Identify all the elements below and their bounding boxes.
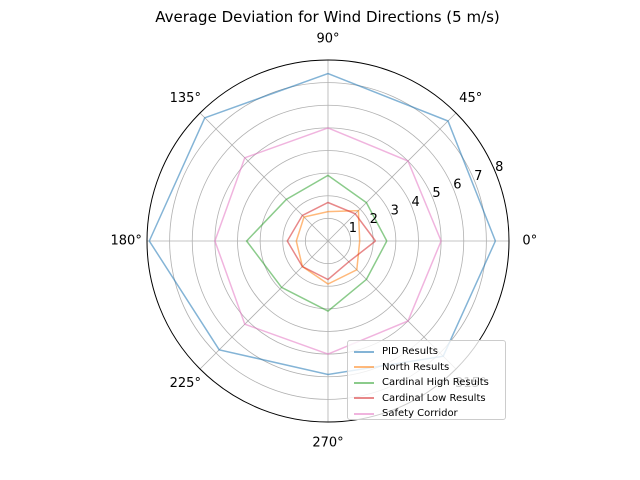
legend-swatch (354, 350, 374, 353)
series-line (148, 72, 497, 376)
series-lines (148, 72, 497, 376)
legend-item: North Results (354, 360, 499, 376)
legend-swatch (354, 381, 374, 384)
legend-label: Cardinal High Results (382, 377, 489, 389)
series-line (286, 201, 377, 281)
legend-swatch (354, 397, 374, 400)
legend-label: North Results (382, 361, 450, 373)
r-tick-label: 5 (432, 186, 440, 201)
legend-item: Cardinal High Results (354, 375, 499, 391)
theta-tick-label: 270° (312, 435, 343, 450)
r-tick-label: 4 (411, 195, 419, 210)
theta-tick-label: 225° (170, 376, 201, 391)
series-line (214, 127, 442, 355)
r-tick-label: 6 (453, 178, 461, 193)
legend-label: Safety Corridor (382, 408, 458, 420)
theta-tick-label: 135° (170, 91, 201, 106)
series-line (245, 174, 388, 312)
r-tick-label: 2 (370, 212, 378, 227)
theta-tick-label: 90° (316, 32, 339, 47)
legend-item: PID Results (354, 344, 499, 360)
legend-item: Cardinal Low Results (354, 391, 499, 407)
legend: PID Results North Results Cardinal High Re… (347, 340, 506, 420)
r-tick-label: 8 (495, 160, 503, 175)
legend-item: Safety Corridor (354, 406, 499, 422)
r-tick-label: 1 (349, 221, 357, 236)
theta-tick-label: 45° (459, 91, 482, 106)
r-tick-label: 3 (391, 204, 399, 219)
polar-grid (147, 60, 509, 422)
theta-grid-line (327, 112, 457, 242)
polar-spine (146, 59, 510, 423)
theta-grid-line (199, 112, 329, 242)
theta-tick-label: 180° (111, 234, 142, 249)
legend-label: Cardinal Low Results (382, 392, 486, 404)
legend-swatch (354, 412, 374, 415)
theta-tick-label: 0° (522, 234, 537, 249)
chart-title: Average Deviation for Wind Directions (5… (155, 8, 500, 26)
theta-grid-line (199, 240, 329, 370)
legend-label: PID Results (382, 346, 438, 358)
legend-swatch (354, 366, 374, 369)
r-tick-label: 7 (474, 169, 482, 184)
